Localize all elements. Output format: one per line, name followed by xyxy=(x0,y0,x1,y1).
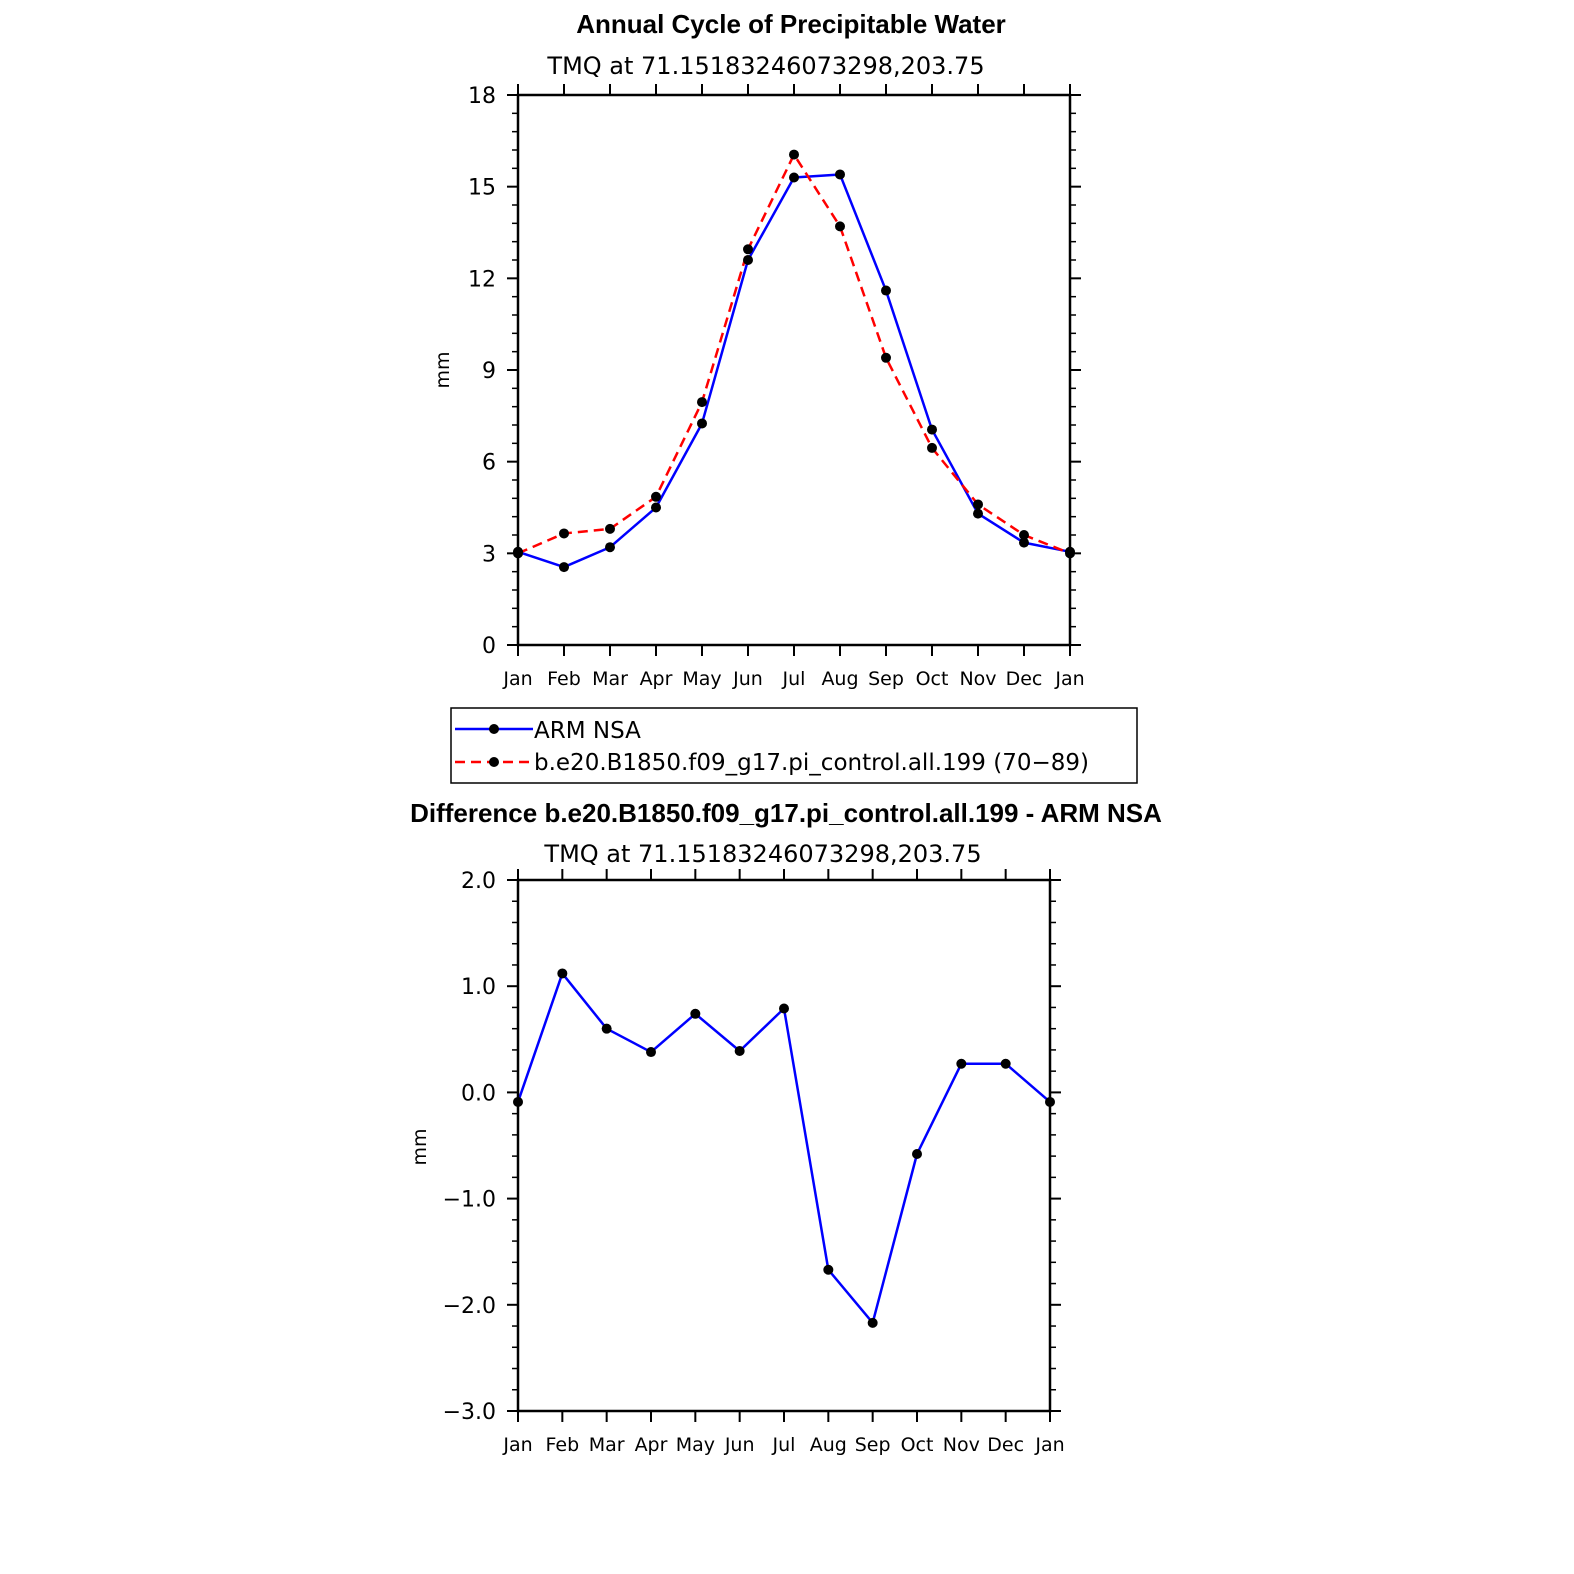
legend-label-arm-nsa: ARM NSA xyxy=(534,718,641,744)
series-1-point xyxy=(881,352,891,363)
x-tick-label: Jan xyxy=(1054,668,1084,690)
series-0-point xyxy=(605,542,615,553)
series-0-point xyxy=(646,1047,656,1058)
x-tick-label: Nov xyxy=(959,668,996,690)
series-1-point xyxy=(1019,530,1029,540)
chart2-series xyxy=(513,968,1055,1328)
x-tick-label: Apr xyxy=(635,1434,668,1456)
chart1-series xyxy=(513,149,1075,573)
x-tick-label: Jul xyxy=(782,668,806,690)
legend-marker-arm-nsa xyxy=(489,724,499,734)
y-tick-label: 0.0 xyxy=(461,1081,496,1106)
series-1-point xyxy=(927,442,937,453)
difference-chart: Difference b.e20.B1850.f09_g17.pi_contro… xyxy=(409,798,1162,1456)
x-tick-label: Jan xyxy=(1034,1434,1064,1456)
x-tick-label: Apr xyxy=(640,668,673,690)
series-0-point xyxy=(823,1264,834,1275)
series-1-point xyxy=(835,221,845,232)
series-0-point xyxy=(835,169,845,180)
x-tick-label: Oct xyxy=(916,668,949,690)
series-0-point xyxy=(734,1045,745,1056)
series-0-point xyxy=(743,255,753,265)
chart1-ylabel: mm xyxy=(432,351,454,388)
series-1-point xyxy=(973,499,983,510)
x-tick-label: May xyxy=(682,668,721,690)
chart1-title: Annual Cycle of Precipitable Water xyxy=(576,9,1006,39)
series-1-point xyxy=(697,397,707,408)
x-tick-label: Jul xyxy=(772,1434,796,1456)
y-tick-label: −1.0 xyxy=(443,1188,496,1213)
series-0-point xyxy=(912,1148,922,1159)
series-1-point xyxy=(559,528,569,539)
legend-label-model: b.e20.B1850.f09_g17.pi_control.all.199 (… xyxy=(534,750,1089,776)
series-0-point xyxy=(973,508,983,519)
x-tick-label: Jun xyxy=(732,668,763,690)
series-0-point xyxy=(697,418,707,429)
chart1-ticks: 0 3 6 9 12 15 18 Jan Feb Mar Apr May Jun Jul Aug Sep Oct… xyxy=(468,84,1085,690)
legend-box xyxy=(450,707,1138,784)
series-0-point xyxy=(1019,537,1029,548)
x-tick-label: May xyxy=(676,1434,715,1456)
y-tick-label: 0 xyxy=(482,634,496,659)
x-tick-label: Jun xyxy=(724,1434,755,1456)
x-tick-label: Oct xyxy=(901,1434,934,1456)
series-line-1 xyxy=(517,153,1071,555)
x-tick-label: Dec xyxy=(1006,668,1043,690)
x-tick-label: Aug xyxy=(810,1434,847,1456)
x-tick-label: Mar xyxy=(592,668,628,690)
x-tick-label: Dec xyxy=(987,1434,1024,1456)
series-0-point xyxy=(956,1058,967,1069)
y-tick-label: 6 xyxy=(482,451,496,476)
legend-marker-model xyxy=(489,757,499,767)
x-tick-label: Feb xyxy=(546,1434,580,1456)
y-tick-label: −3.0 xyxy=(443,1400,496,1425)
y-tick-label: 18 xyxy=(468,84,496,109)
x-tick-label: Feb xyxy=(547,668,581,690)
series-0-point xyxy=(651,502,661,513)
y-tick-label: 3 xyxy=(482,542,496,567)
series-1-point xyxy=(743,244,753,255)
series-0-point xyxy=(559,562,569,573)
series-0-point xyxy=(779,1003,789,1014)
chart1-plot-frame xyxy=(516,93,1072,647)
y-tick-label: 15 xyxy=(468,176,496,201)
series-line-0 xyxy=(516,972,1051,1325)
series-0-point xyxy=(881,285,891,296)
chart2-subtitle: TMQ at 71.15183246073298,203.75 xyxy=(543,840,981,868)
y-tick-label: 12 xyxy=(468,267,496,292)
y-tick-label: 2.0 xyxy=(461,869,496,894)
chart1-legend: ARM NSA b.e20.B1850.f09_g17.pi_control.a… xyxy=(450,707,1138,784)
series-1-point xyxy=(651,491,661,502)
annual-cycle-chart: Annual Cycle of Precipitable Water TMQ a… xyxy=(432,9,1085,690)
series-0-point xyxy=(927,424,937,435)
series-line-0 xyxy=(517,173,1071,569)
series-0-point xyxy=(1000,1058,1011,1069)
chart1-subtitle: TMQ at 71.15183246073298,203.75 xyxy=(546,52,984,80)
series-0-point xyxy=(867,1317,878,1328)
y-tick-label: 9 xyxy=(482,359,496,384)
y-tick-label: −2.0 xyxy=(443,1294,496,1319)
series-1-point xyxy=(789,149,799,160)
x-tick-label: Mar xyxy=(589,1434,625,1456)
series-0-point xyxy=(601,1023,612,1034)
series-0-point xyxy=(690,1008,701,1019)
series-1-point xyxy=(605,523,615,534)
x-tick-label: Aug xyxy=(821,668,858,690)
series-0-point xyxy=(789,172,799,183)
x-tick-label: Sep xyxy=(855,1434,891,1456)
series-0-point xyxy=(557,968,568,979)
x-tick-label: Nov xyxy=(943,1434,980,1456)
chart2-plot-frame xyxy=(516,878,1052,1413)
chart2-ticks: −3.0 −2.0 −1.0 0.0 1.0 2.0 Jan Feb Mar Apr May Jun J… xyxy=(443,869,1065,1456)
x-tick-label: Sep xyxy=(868,668,904,690)
chart2-title: Difference b.e20.B1850.f09_g17.pi_contro… xyxy=(410,798,1162,828)
y-tick-label: 1.0 xyxy=(461,975,496,1000)
chart2-ylabel: mm xyxy=(409,1128,431,1165)
x-tick-label: Jan xyxy=(502,1434,532,1456)
x-tick-label: Jan xyxy=(502,668,532,690)
